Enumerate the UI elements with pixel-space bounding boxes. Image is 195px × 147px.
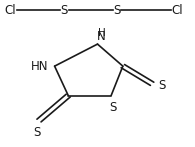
Text: Cl: Cl — [172, 4, 183, 17]
Text: S: S — [33, 126, 41, 139]
Text: S: S — [61, 4, 68, 17]
Text: N: N — [97, 30, 106, 43]
Text: S: S — [109, 101, 117, 114]
Text: S: S — [113, 4, 121, 17]
Text: H: H — [98, 28, 105, 38]
Text: Cl: Cl — [4, 4, 16, 17]
Text: HN: HN — [31, 60, 49, 73]
Text: S: S — [158, 79, 165, 92]
